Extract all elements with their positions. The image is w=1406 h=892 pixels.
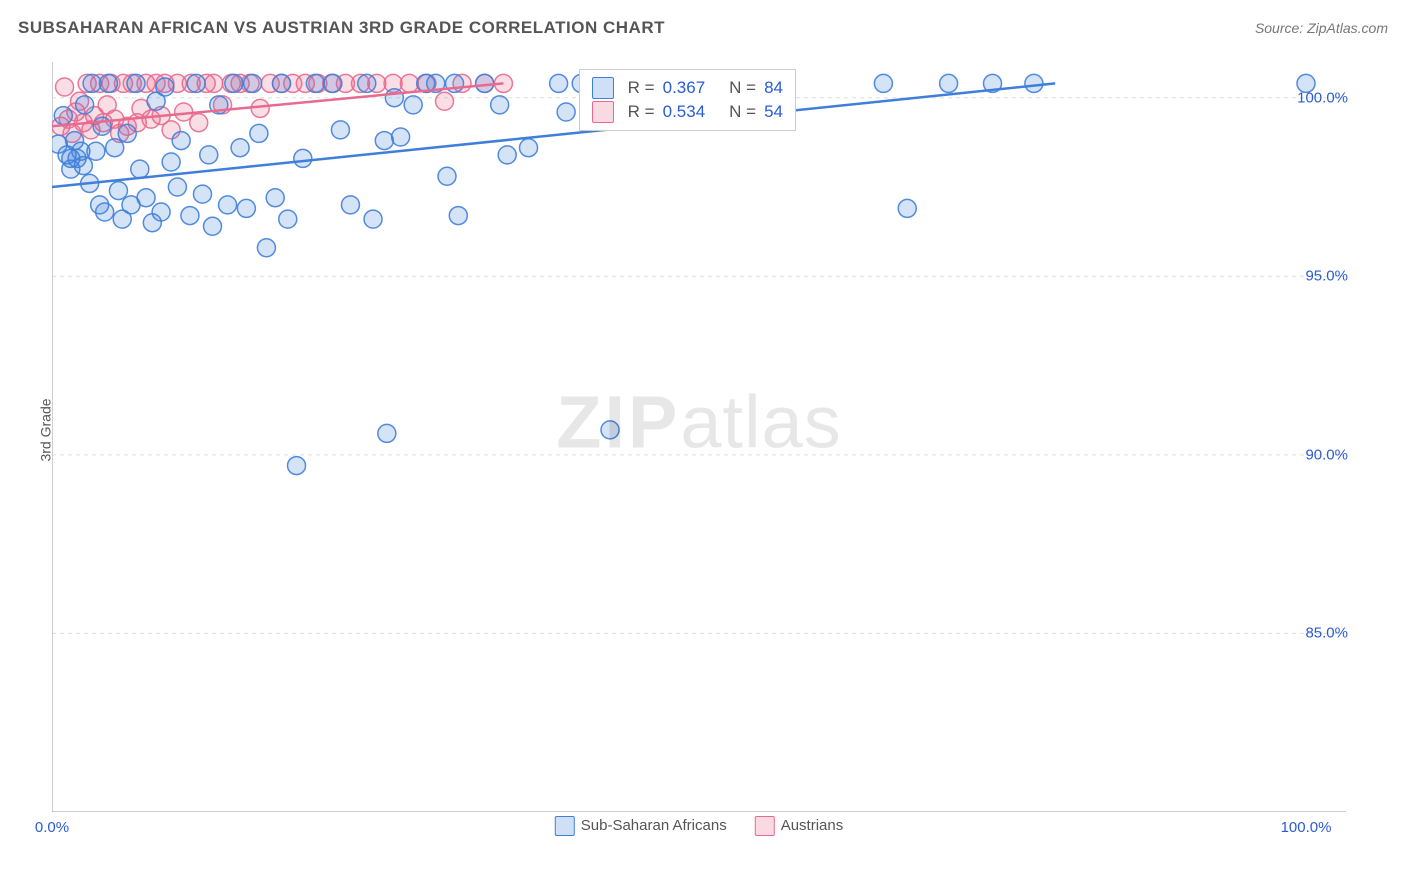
x-tick-max: 100.0%: [1281, 819, 1332, 836]
stats-box: R = 0.367 N = 84 R = 0.534 N = 54: [579, 69, 796, 131]
chart-svg: [52, 62, 1346, 812]
stats-r-value-2: 0.534: [663, 100, 706, 124]
stats-n-label-2: N =: [729, 100, 756, 124]
stats-n-value-2: 54: [764, 100, 783, 124]
y-tick-label: 100.0%: [1297, 89, 1348, 106]
y-tick-label: 95.0%: [1305, 268, 1348, 285]
y-tick-label: 90.0%: [1305, 446, 1348, 463]
stats-n-value-1: 84: [764, 76, 783, 100]
source-attribution: Source: ZipAtlas.com: [1255, 20, 1388, 36]
chart-title: SUBSAHARAN AFRICAN VS AUSTRIAN 3RD GRADE…: [18, 18, 665, 38]
stats-swatch-2: [592, 101, 614, 123]
legend-swatch-2: [755, 816, 775, 836]
x-tick-min: 0.0%: [35, 819, 69, 836]
legend-label-1: Sub-Saharan Africans: [581, 817, 727, 834]
stats-row-1: R = 0.367 N = 84: [592, 76, 783, 100]
stats-row-2: R = 0.534 N = 54: [592, 100, 783, 124]
stats-swatch-1: [592, 77, 614, 99]
legend-label-2: Austrians: [781, 817, 844, 834]
stats-r-label-2: R =: [628, 100, 655, 124]
stats-r-label-1: R =: [628, 76, 655, 100]
stats-n-label-1: N =: [729, 76, 756, 100]
y-tick-label: 85.0%: [1305, 625, 1348, 642]
legend-swatch-1: [555, 816, 575, 836]
legend-item-2: Austrians: [755, 816, 844, 836]
legend: Sub-Saharan Africans Austrians: [555, 816, 843, 836]
plot-area: ZIPatlas 85.0%90.0%95.0%100.0% 0.0% 100.…: [52, 62, 1346, 812]
legend-item-1: Sub-Saharan Africans: [555, 816, 727, 836]
stats-r-value-1: 0.367: [663, 76, 706, 100]
